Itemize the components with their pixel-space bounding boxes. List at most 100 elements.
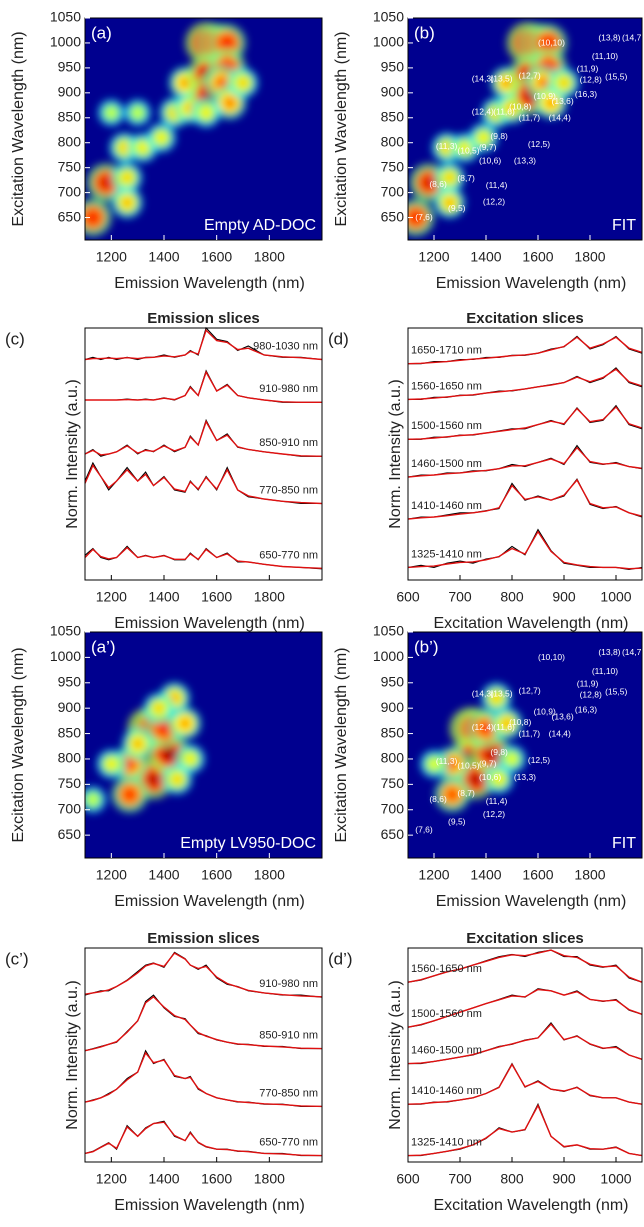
peak-core [446,788,459,801]
peak-core [468,772,483,786]
panel-title: Excitation slices [466,930,584,947]
peak-annotation: (14,3) [472,74,494,84]
plot-frame [84,947,323,1163]
peak-core [179,717,191,729]
x-tick-label: 700 [448,589,472,605]
peak-core [537,77,549,89]
peak [111,162,143,193]
panel-label: (d’) [328,949,353,968]
y-tick-label: 900 [58,84,82,100]
x-tick-label: 1200 [96,589,127,605]
peak-core [123,788,136,801]
panel-label: (a) [91,23,112,42]
panel-label: (a’) [91,637,116,656]
peak-core [237,77,249,88]
peak-annotation: (14,4) [549,113,571,123]
fit-line [84,1051,323,1108]
panel-label: (c’) [5,949,29,968]
peak-core [460,142,471,153]
peaks [85,682,206,814]
panel-label: (d) [328,329,349,348]
peak-annotation: (12,7) [519,71,541,81]
peak-core [201,107,212,118]
peak [491,707,523,740]
plot-frame [407,947,643,1163]
data-line [407,478,643,520]
y-axis-label: Excitation Wavelength (nm) [333,31,350,226]
x-tick-label: 1800 [254,867,285,883]
heatmap-background [85,632,322,858]
peak-annotation: (13,3) [514,772,536,782]
x-tick-label: 1600 [201,1171,232,1187]
peak [468,123,499,153]
data-line [408,1022,643,1065]
x-tick-label: 1600 [522,249,553,265]
y-tick-label: 800 [58,750,82,766]
y-tick-label: 1000 [373,34,404,50]
x-tick-label: 1800 [574,867,605,883]
peak-core [501,77,513,89]
x-tick-label: 1200 [96,1171,127,1187]
fit-line [407,1023,643,1065]
slice-label: 980-1030 nm [253,340,318,352]
slice-label: 650-770 nm [259,1136,318,1148]
panel: (a) Empty AD-DOC 1200 1400 1600 1800 Emission … [10,9,323,292]
peak-core [86,211,100,224]
peak-annotation: (10,10) [538,38,565,48]
fit-line [407,478,643,520]
plot-frame [84,631,323,859]
peak-annotation: (11,3) [436,141,458,151]
data-line [84,994,322,1052]
peak-core [121,197,133,208]
peak [96,749,127,779]
peak-core [542,36,555,50]
fit-line [407,446,643,478]
y-tick-label: 700 [58,183,82,199]
peak-core [501,718,513,729]
peak-annotation: (10,6) [479,155,501,165]
peak-core [185,754,196,764]
peak-annotation: (13,3) [514,155,536,165]
fit-line [407,405,643,440]
slice-label: 1560-1650 nm [411,963,482,975]
x-tick-label: 1400 [148,249,179,265]
y-tick-label: 900 [381,699,405,715]
plot-area [85,18,322,240]
y-tick-label: 1050 [373,9,404,25]
x-axis-label: Emission Wavelength (nm) [114,1197,305,1214]
y-tick-label: 650 [381,208,405,224]
peak-annotation: (14,4) [549,728,571,738]
slice-label: 1560-1650 nm [411,380,482,392]
plot-frame [407,17,643,241]
y-axis-label: Excitation Wavelength (nm) [333,647,350,842]
peak-core [88,795,98,805]
peak-annotation: (10,5) [457,145,479,155]
plot-frame [84,17,323,241]
peak-annotation: (14,3) [472,689,494,699]
peak [97,99,125,127]
peak-core [133,108,143,118]
y-tick-label: 800 [381,750,405,766]
fit-line [84,546,323,569]
panel-title: Excitation slices [466,310,584,327]
x-tick-label: 1600 [201,249,232,265]
fit-line [407,336,643,365]
x-axis-label: Excitation Wavelength (nm) [433,1197,628,1214]
slice-label: 910-980 nm [259,383,318,395]
x-tick-label: 600 [396,589,420,605]
y-tick-label: 650 [58,208,82,224]
peak-core [157,722,171,735]
peak [191,98,221,128]
peak-annotation: (11,7) [519,728,541,738]
peak-core [558,77,570,88]
slice-label: 770-850 nm [259,484,318,496]
peak-annotation: (7,6) [415,212,433,222]
peak-annotation: (9,8) [490,747,508,757]
x-tick-label: 1000 [600,589,631,605]
peak-annotation: (7,6) [415,824,433,834]
peak-annotation: (11,9) [577,679,599,689]
slice-label: 1500-1560 nm [411,420,482,432]
peak [481,682,512,714]
peak-annotation: (13,5) [490,689,512,699]
fit-line [407,530,643,570]
